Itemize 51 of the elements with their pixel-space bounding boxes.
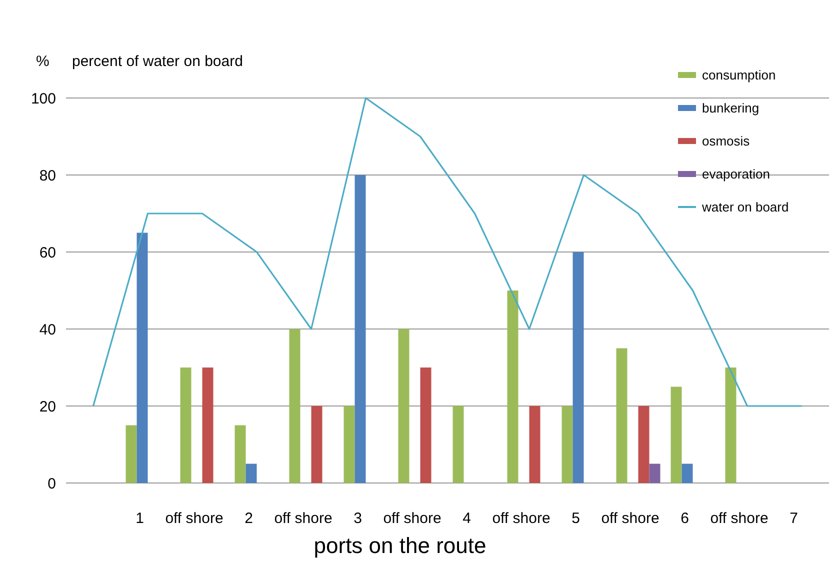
- legend-label: evaporation: [702, 166, 770, 182]
- bar: [126, 425, 137, 483]
- bar: [507, 290, 518, 483]
- bar: [136, 232, 148, 483]
- bar: [562, 406, 573, 483]
- bar: [529, 406, 540, 483]
- chart-title: percent of water on board: [72, 53, 243, 70]
- y-tick-label: 80: [39, 167, 56, 184]
- legend-label: bunkering: [702, 100, 760, 116]
- bar: [725, 368, 736, 483]
- y-tick-label: 20: [39, 398, 56, 416]
- x-tick-label: off shore: [601, 510, 660, 527]
- bar: [344, 406, 355, 483]
- line-series: [92, 97, 803, 407]
- x-tick-label: 6: [680, 510, 689, 527]
- x-tick-label: off shore: [165, 510, 224, 527]
- x-tick-label: off shore: [492, 510, 550, 527]
- bar: [180, 368, 192, 483]
- bar: [420, 368, 432, 483]
- bar: [202, 368, 214, 483]
- x-tick-label: 4: [462, 510, 471, 527]
- x-tick-label: 5: [572, 510, 580, 527]
- legend-label: water on board: [701, 200, 789, 215]
- x-tick-label: 2: [244, 510, 253, 527]
- bar: [649, 464, 660, 483]
- y-tick-label: 60: [39, 244, 56, 262]
- x-axis-title: ports on the route: [314, 533, 486, 558]
- x-tick-label: 7: [790, 510, 798, 527]
- bar: [289, 329, 300, 483]
- bar: [311, 406, 322, 483]
- y-tick-label: 40: [39, 321, 56, 338]
- bar: [246, 464, 257, 483]
- y-axis-title: %: [36, 53, 50, 70]
- legend-label: osmosis: [702, 134, 750, 149]
- x-tick-label: 1: [136, 510, 144, 527]
- x-tick-label: 3: [354, 510, 362, 527]
- bar: [234, 425, 246, 483]
- bar: [572, 252, 584, 483]
- bar: [682, 464, 693, 483]
- bar: [670, 386, 682, 483]
- x-tick-label: off shore: [710, 510, 768, 527]
- y-tick-label: 100: [30, 90, 56, 108]
- y-tick-label: 0: [48, 475, 56, 492]
- x-tick-label: off shore: [383, 510, 442, 527]
- bar: [398, 329, 410, 483]
- bar: [638, 406, 650, 483]
- legend-label: consumption: [702, 68, 776, 83]
- x-tick-label: off shore: [274, 510, 332, 527]
- bar: [354, 175, 366, 483]
- bar: [616, 348, 628, 483]
- bar: [452, 406, 464, 483]
